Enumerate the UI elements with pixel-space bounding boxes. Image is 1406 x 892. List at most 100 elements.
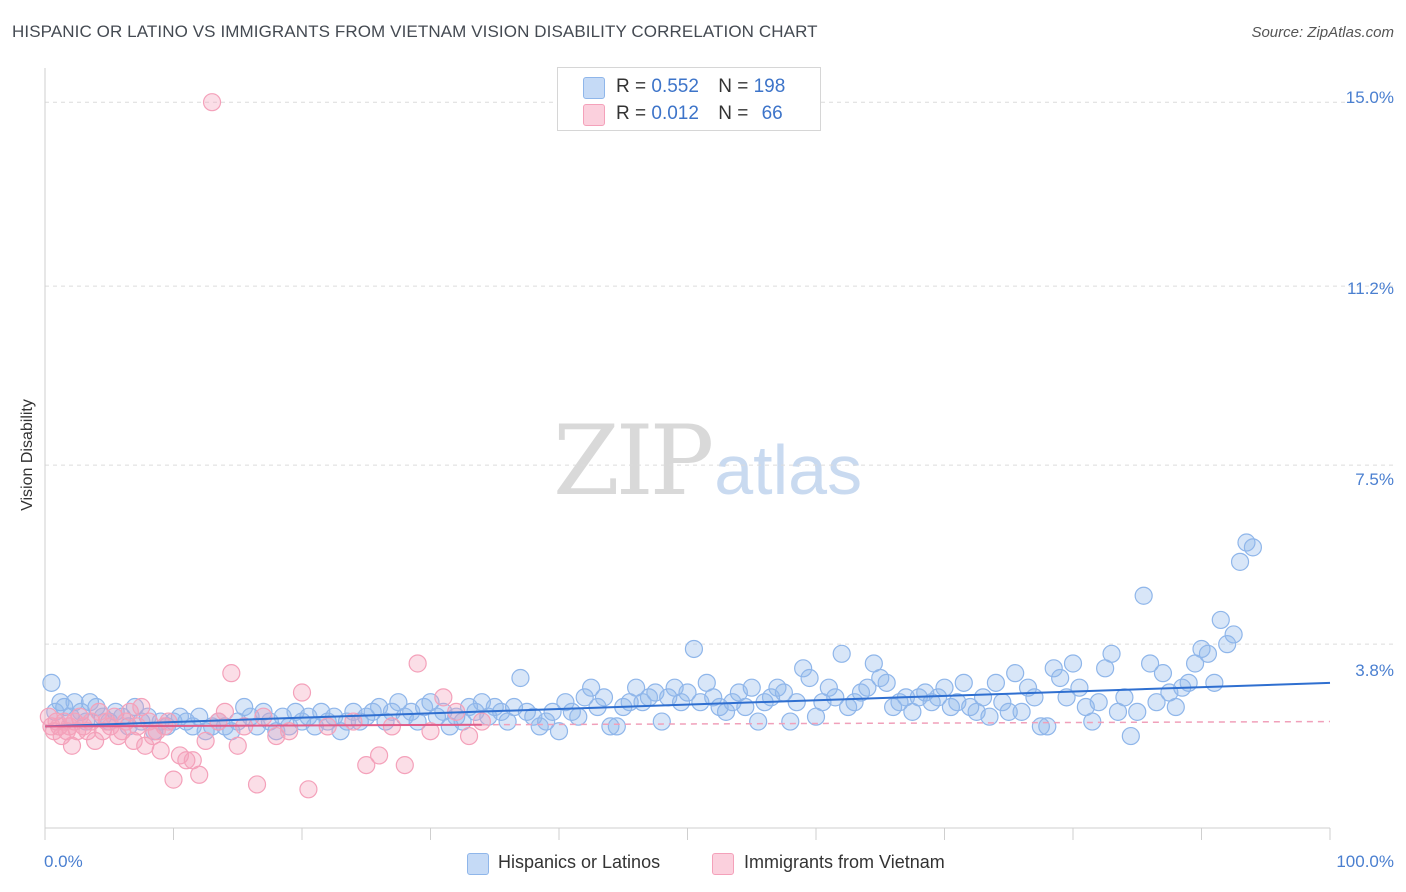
legend-row-hispanic: R = 0.552 N = 198 — [616, 76, 785, 98]
x-tick-label: 100.0% — [1336, 852, 1394, 871]
hispanic-point — [1018, 678, 1038, 697]
bottom-legend-vietnam: Immigrants from Vietnam — [744, 852, 945, 872]
hispanic-point — [1115, 688, 1134, 707]
hispanic-point — [511, 668, 530, 688]
hispanic-point — [1070, 678, 1089, 697]
legend-n-value: 66 — [761, 103, 783, 124]
hispanic-point — [1224, 625, 1243, 644]
legend-r-label: R = — [616, 76, 652, 97]
vietnam-point — [370, 746, 389, 765]
y-tick-label: 3.8% — [1355, 661, 1394, 680]
hispanic-point — [1140, 654, 1160, 673]
vietnam-trend-line — [44, 723, 482, 728]
hispanic-point — [607, 717, 626, 736]
vietnam-point — [318, 717, 337, 736]
hispanic-point — [1089, 693, 1108, 712]
hispanic-point — [569, 707, 588, 726]
vietnam-point — [86, 731, 105, 751]
hispanic-point — [235, 697, 254, 717]
legend-n-value: 198 — [753, 76, 786, 97]
hispanic-point — [556, 693, 575, 712]
source-label: Source: ZipAtlas.com — [1251, 24, 1394, 41]
hispanic-point — [549, 722, 569, 741]
hispanic-point — [575, 688, 594, 707]
vietnam-point — [120, 702, 139, 721]
legend-swatch-vietnam — [583, 104, 605, 126]
hispanic-point — [980, 707, 999, 726]
legend-row-vietnam: R = 0.012 N = 66 — [616, 103, 783, 125]
vietnam-point — [382, 717, 402, 736]
hispanic-point — [601, 717, 620, 736]
hispanic-point — [935, 678, 954, 697]
hispanic-point — [1083, 712, 1102, 731]
bottom-legend-swatch-hispanic — [467, 853, 489, 875]
vietnam-point — [190, 765, 209, 784]
vietnam-point — [151, 741, 170, 760]
vietnam-point — [459, 726, 479, 746]
hispanic-point — [1038, 717, 1057, 736]
hispanic-point — [749, 712, 768, 731]
hispanic-point — [42, 673, 61, 692]
vietnam-point — [164, 770, 183, 789]
hispanic-point — [999, 702, 1018, 721]
bottom-legend-hispanic: Hispanics or Latinos — [498, 852, 661, 872]
hispanic-point — [794, 659, 813, 678]
vietnam-point — [357, 755, 376, 775]
legend-r-value: 0.012 — [651, 103, 699, 124]
legend-r-value: 0.552 — [651, 76, 699, 97]
y-axis-label: Vision Disability — [19, 399, 36, 511]
hispanic-point — [1051, 668, 1070, 688]
vietnam-point — [222, 664, 241, 683]
vietnam-point — [299, 780, 318, 799]
hispanic-point — [1134, 586, 1153, 605]
vietnam-point — [280, 722, 299, 741]
hispanic-point — [1044, 659, 1063, 678]
vietnam-point — [124, 731, 143, 751]
legend-n-label: N = — [718, 76, 754, 97]
hispanic-point — [582, 678, 601, 697]
hispanic-point — [1102, 644, 1121, 663]
bottom-legend-swatch-vietnam — [712, 853, 734, 875]
legend-r-label: R = — [616, 103, 652, 124]
vietnam-point — [434, 688, 453, 707]
vietnam-point — [228, 736, 247, 755]
vietnam-point — [472, 712, 491, 731]
hispanic-point — [1218, 635, 1237, 654]
vietnam-point — [408, 654, 427, 673]
x-tick-label: 0.0% — [44, 852, 83, 871]
hispanic-point — [1006, 664, 1025, 683]
hispanic-point — [671, 693, 691, 712]
vietnam-point — [132, 697, 151, 717]
hispanic-point — [1211, 610, 1230, 630]
legend-swatch-hispanic — [583, 77, 605, 99]
hispanic-point — [1128, 702, 1147, 721]
vietnam-point — [254, 707, 273, 726]
vietnam-trend-line-extension — [481, 720, 1331, 726]
vietnam-point — [196, 731, 215, 751]
vietnam-point — [177, 751, 196, 770]
hispanic-point — [254, 702, 273, 721]
vietnam-point — [215, 702, 234, 721]
chart-title: HISPANIC OR LATINO VS IMMIGRANTS FROM VI… — [12, 22, 818, 41]
hispanic-point — [1205, 673, 1224, 692]
hispanic-point — [704, 688, 723, 707]
hispanic-point — [684, 639, 704, 659]
hispanic-point — [1153, 664, 1173, 683]
y-tick-label: 7.5% — [1355, 470, 1394, 489]
y-tick-label: 11.2% — [1347, 279, 1394, 298]
hispanic-point — [1147, 693, 1166, 712]
hispanic-point — [55, 697, 74, 717]
hispanic-point — [832, 644, 851, 663]
vietnam-point — [247, 775, 267, 794]
hispanic-point — [858, 678, 877, 697]
hispanic-point — [594, 688, 614, 707]
hispanic-point — [543, 702, 562, 721]
hispanic-point — [1243, 538, 1263, 557]
hispanic-point — [1166, 697, 1185, 717]
hispanic-point — [652, 712, 671, 731]
hispanic-point — [1121, 726, 1140, 746]
hispanic-point — [736, 697, 755, 717]
hispanic-point — [787, 693, 806, 712]
hispanic-point — [819, 678, 838, 697]
